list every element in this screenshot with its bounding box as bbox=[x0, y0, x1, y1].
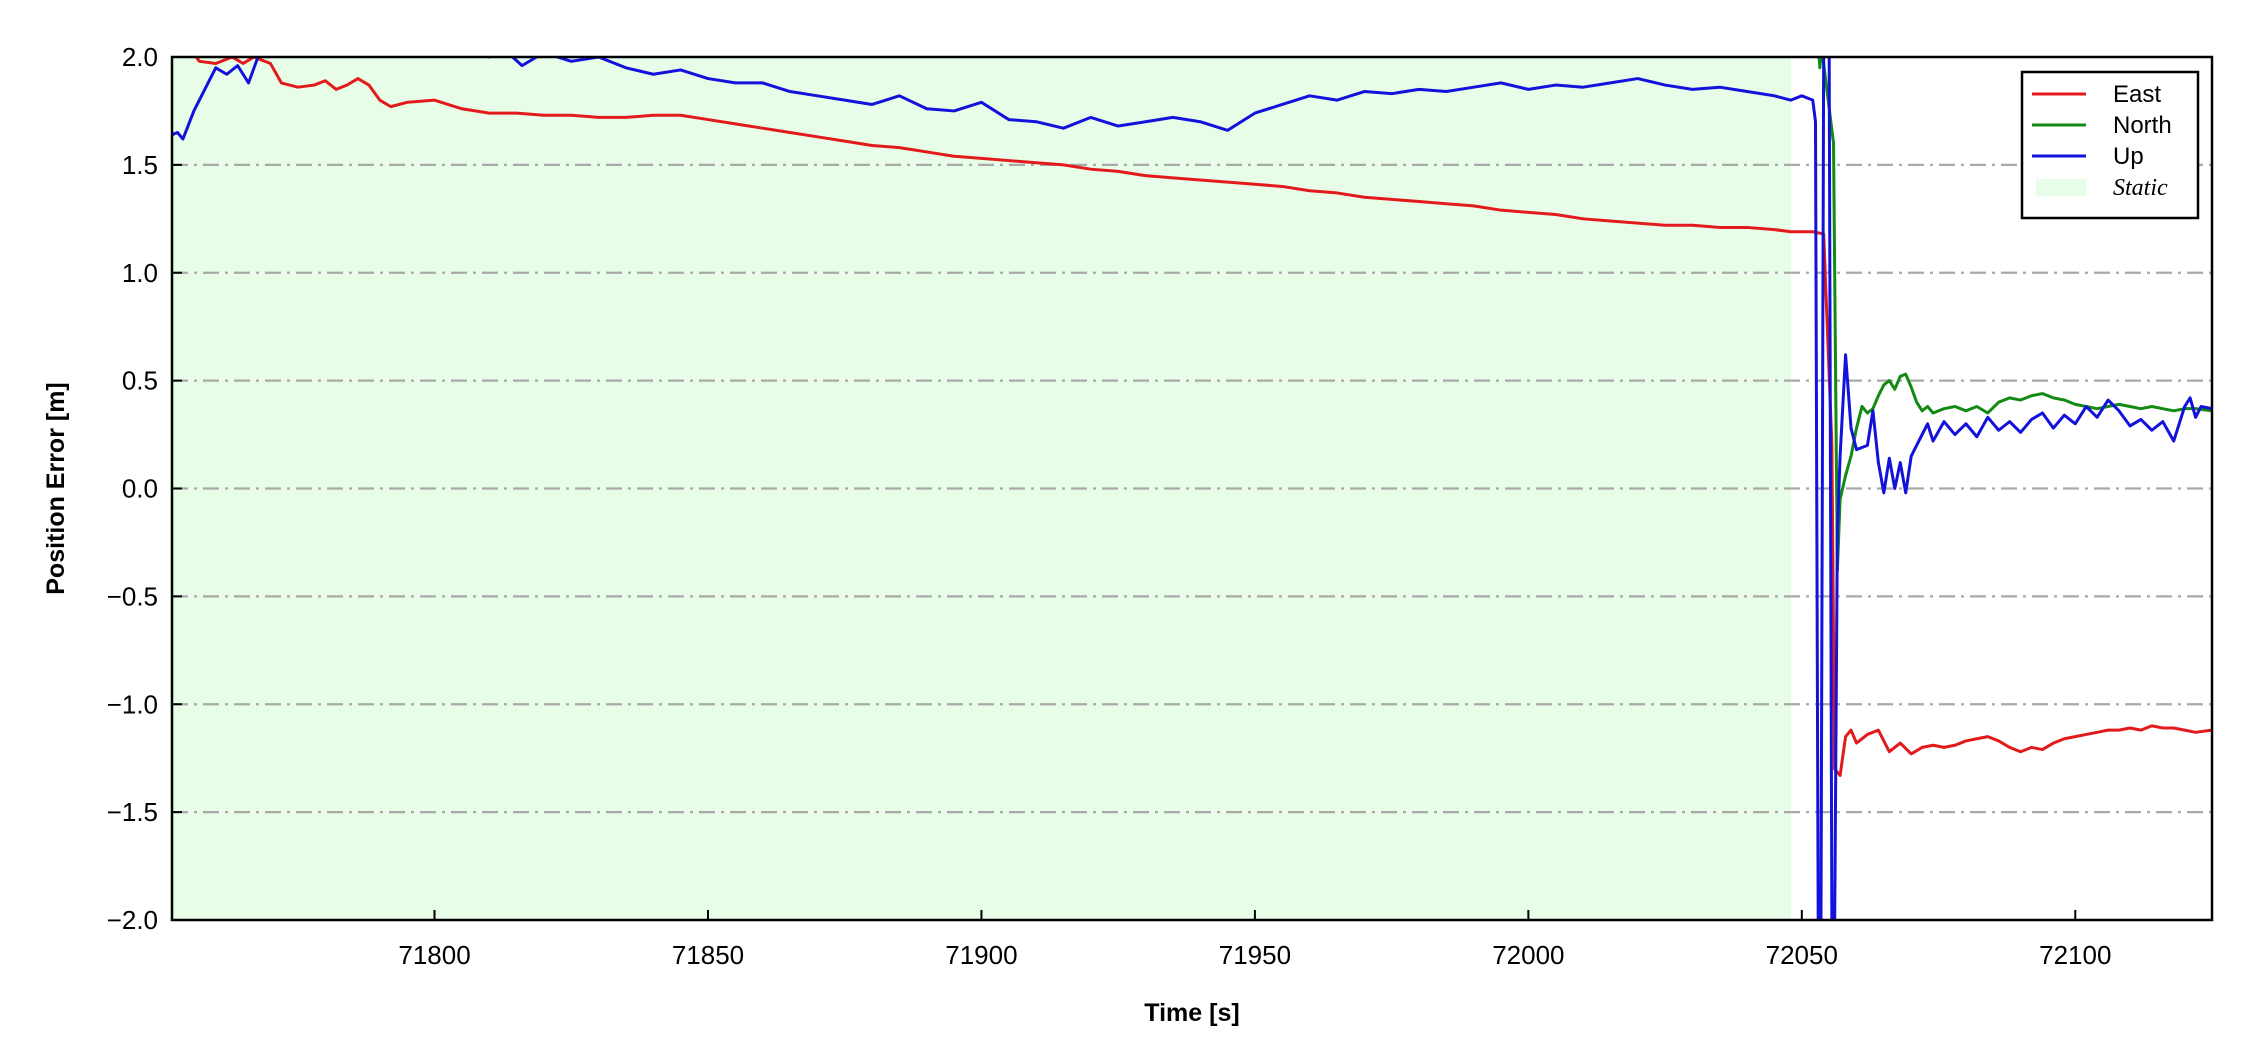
y-tick-label: −0.5 bbox=[107, 581, 158, 611]
y-tick-label: 0.5 bbox=[122, 366, 158, 396]
series-lines bbox=[172, 57, 2212, 920]
y-tick-label: 2.0 bbox=[122, 42, 158, 72]
x-tick-label: 72100 bbox=[2039, 940, 2111, 970]
series-line-up bbox=[172, 57, 2212, 920]
legend-label-north: North bbox=[2113, 112, 2172, 139]
x-axis-label: Time [s] bbox=[1144, 999, 1239, 1027]
series-line-east bbox=[194, 57, 2212, 777]
y-tick-label: 1.0 bbox=[122, 258, 158, 288]
x-tick-label: 71900 bbox=[945, 940, 1017, 970]
y-axis-label: Position Error [m] bbox=[42, 382, 70, 595]
x-tick-label: 71950 bbox=[1219, 940, 1291, 970]
legend: East North Up Static bbox=[2020, 70, 2200, 220]
legend-label-up: Up bbox=[2113, 143, 2144, 170]
legend-label-east: East bbox=[2113, 81, 2161, 108]
y-tick-label: −1.0 bbox=[107, 689, 158, 719]
x-tick-label: 72050 bbox=[1766, 940, 1838, 970]
legend-swatch-static bbox=[2036, 179, 2086, 196]
x-tick-label: 71800 bbox=[398, 940, 470, 970]
x-tick-label: 71850 bbox=[672, 940, 744, 970]
y-axis-ticks: 2.0 1.5 1.0 0.5 0.0 −0.5 −1.0 −1.5 −2.0 bbox=[107, 42, 182, 935]
y-tick-label: −1.5 bbox=[107, 797, 158, 827]
legend-label-static: Static bbox=[2113, 175, 2168, 201]
series-line-north bbox=[1817, 57, 2212, 572]
y-tick-label: 0.0 bbox=[122, 474, 158, 504]
y-tick-label: 1.5 bbox=[122, 150, 158, 180]
x-axis-ticks: 71800 71850 71900 71950 72000 72050 72100 bbox=[398, 910, 2111, 970]
x-tick-label: 72000 bbox=[1492, 940, 1564, 970]
y-tick-label: −2.0 bbox=[107, 905, 158, 935]
